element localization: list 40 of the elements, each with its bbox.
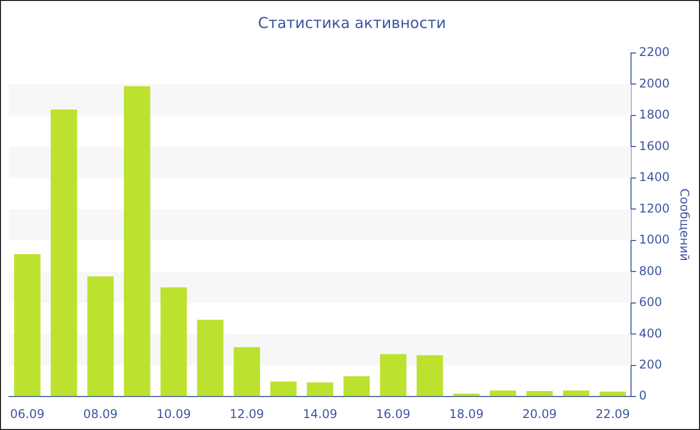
y-tick-label: 0	[639, 388, 647, 403]
chart-title: Статистика активности	[258, 14, 446, 32]
x-tick-label: 20.09	[522, 406, 557, 421]
y-tick-label: 600	[639, 295, 662, 310]
y-axis-title: Сообщений	[678, 188, 692, 262]
bar	[124, 86, 150, 396]
y-tick-label: 400	[639, 326, 662, 340]
x-tick-label: 14.09	[302, 406, 338, 421]
y-tick-label: 1600	[639, 138, 670, 153]
bar	[416, 355, 443, 396]
y-tick-label: 2200	[639, 45, 670, 60]
y-tick-label: 1800	[639, 108, 670, 122]
y-tick-label: 2000	[639, 76, 670, 90]
bar	[87, 276, 114, 396]
bar	[490, 390, 516, 396]
x-tick-label: 18.09	[449, 406, 484, 421]
bar	[306, 382, 334, 396]
y-tick-label: 800	[639, 264, 662, 278]
bar	[563, 390, 590, 396]
x-tick-label: 16.09	[376, 406, 410, 421]
bar	[453, 394, 480, 396]
bar	[380, 354, 406, 396]
y-tick-label: 1200	[639, 201, 670, 216]
x-tick-label: 10.09	[156, 406, 191, 421]
bar	[50, 110, 78, 396]
bar	[234, 347, 260, 396]
bar	[197, 320, 224, 396]
y-tick-label: 1000	[639, 232, 670, 247]
x-tick-label: 12.09	[230, 406, 264, 421]
x-tick-label: 22.09	[596, 406, 630, 421]
bar	[160, 287, 187, 396]
y-tick-label: 1400	[639, 170, 670, 184]
bar	[270, 381, 297, 396]
bar	[14, 254, 40, 396]
x-tick-label: 06.09	[10, 406, 44, 421]
bar	[526, 390, 553, 396]
y-tick-label: 200	[639, 357, 662, 372]
x-tick-label: 08.09	[83, 406, 118, 421]
bar	[600, 392, 626, 396]
bar	[343, 376, 370, 396]
